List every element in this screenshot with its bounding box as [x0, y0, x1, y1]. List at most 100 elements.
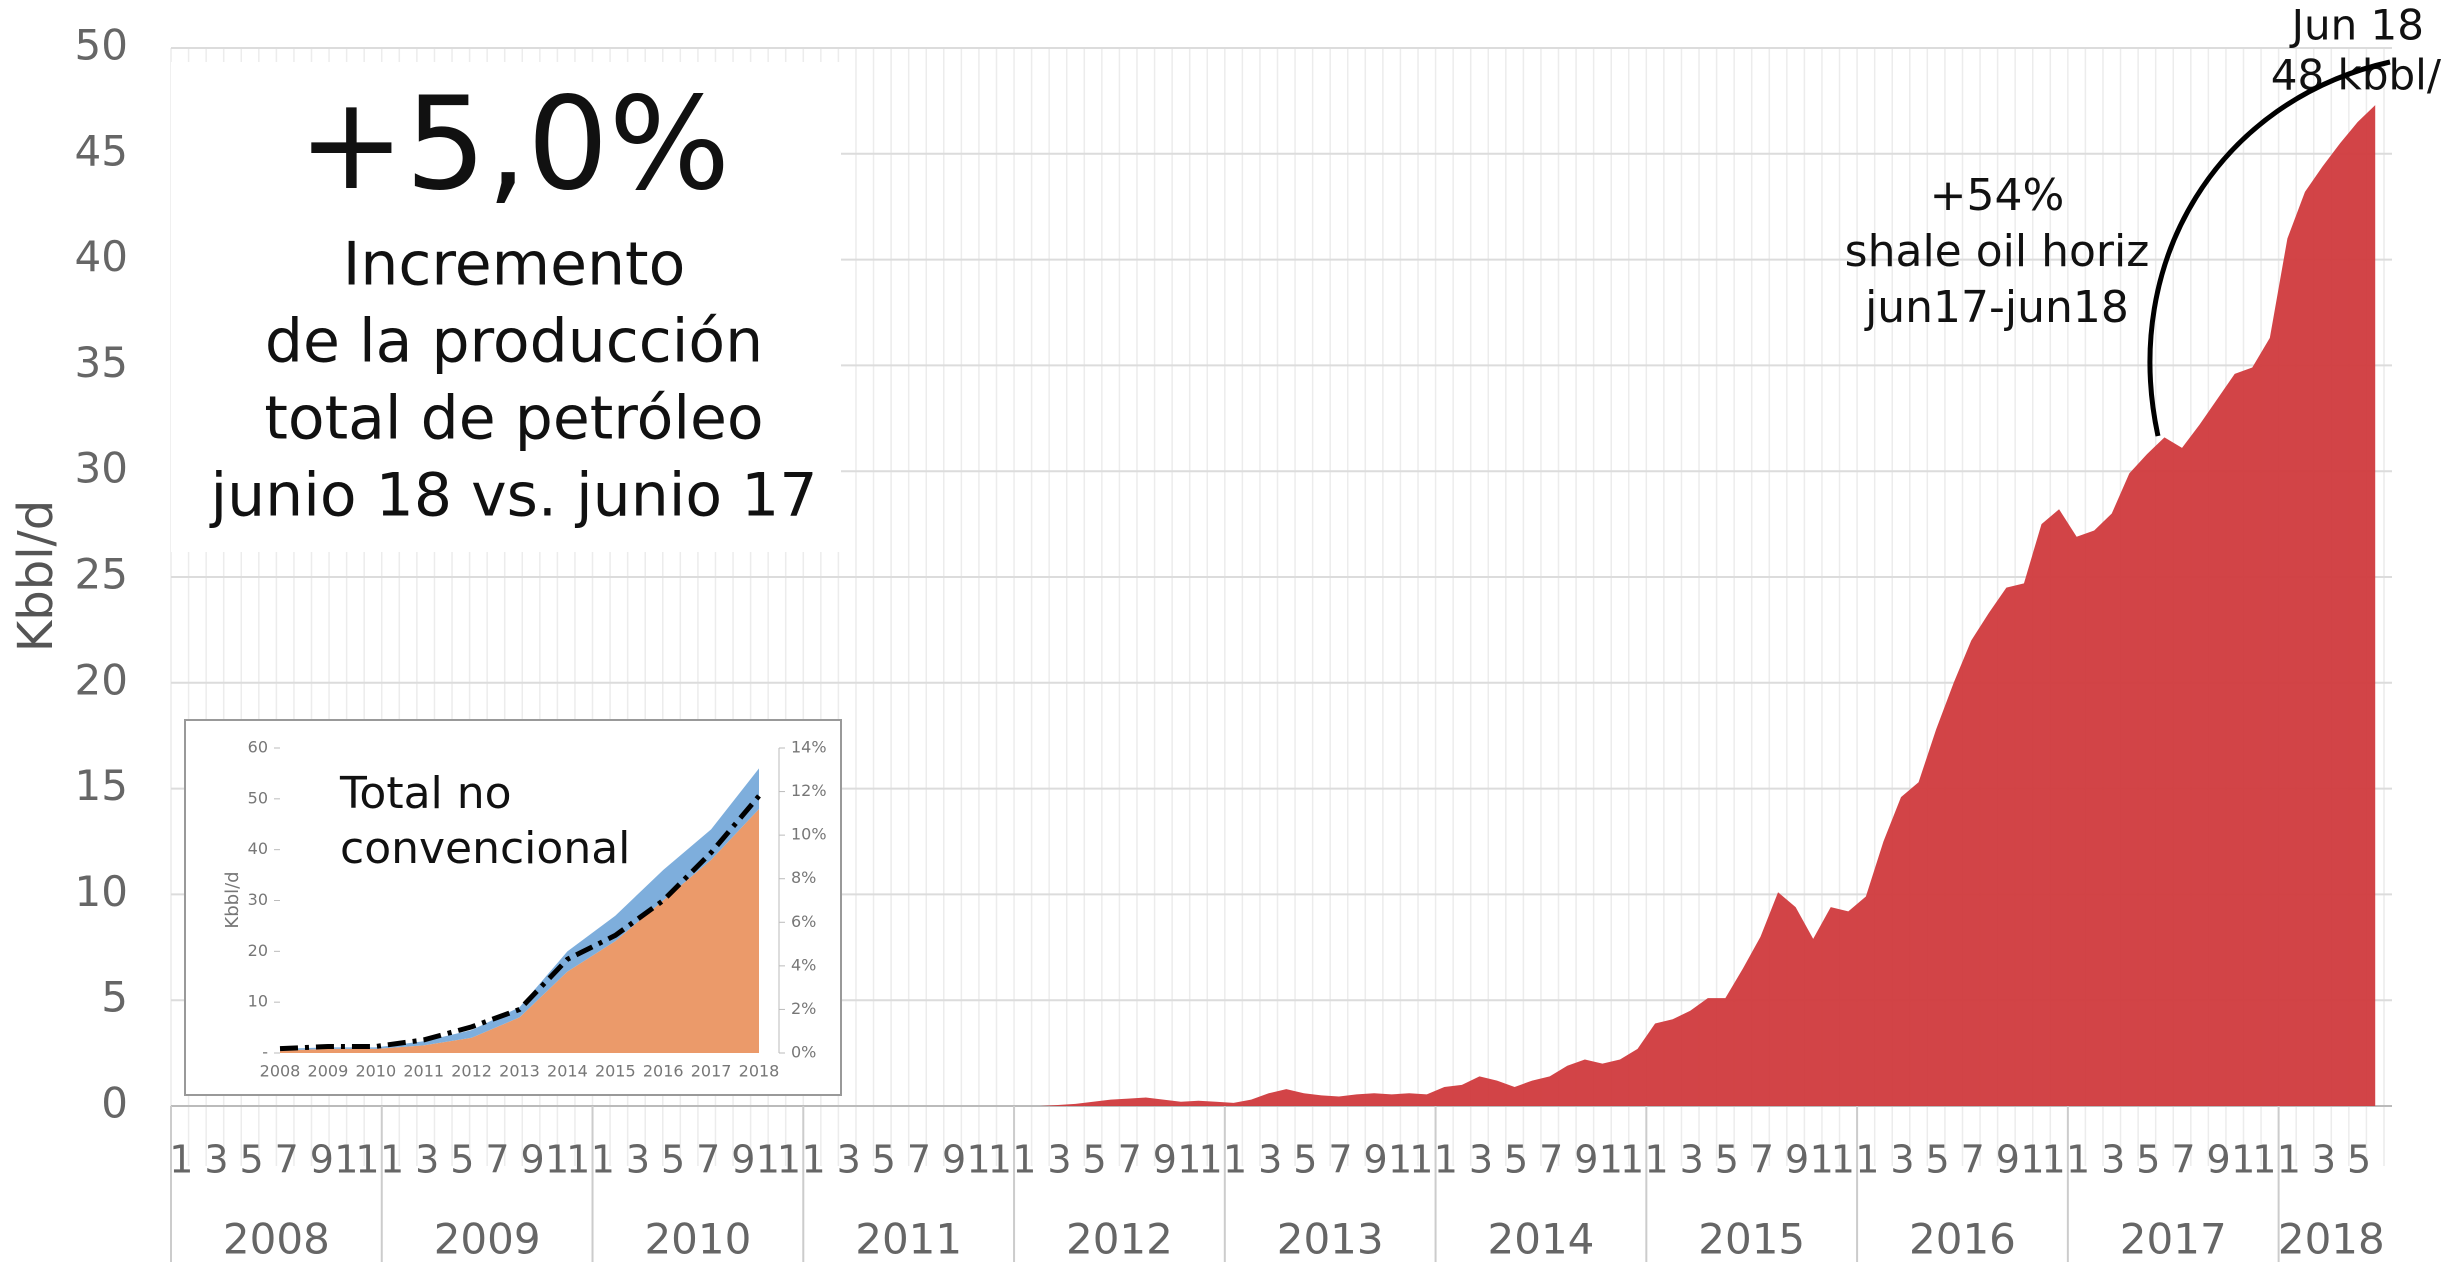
- inset-x-tick-label: 2012: [451, 1062, 492, 1081]
- y-tick-label: 35: [75, 338, 128, 387]
- x-tick-label: 7: [485, 1138, 506, 1182]
- x-tick-label: 7: [1961, 1138, 1982, 1182]
- headline-note: total de petróleo: [264, 384, 763, 454]
- x-tick-label: 5: [661, 1138, 682, 1182]
- x-tick-label: 1: [1434, 1138, 1455, 1182]
- x-tick-label: 9: [731, 1138, 753, 1182]
- inset-x-tick-label: 2017: [691, 1062, 732, 1081]
- area: [179, 105, 2376, 1106]
- inset-y-tick-label: 20: [248, 941, 268, 960]
- x-tick-label: 5: [1504, 1138, 1525, 1182]
- inset-y-tick-label: 40: [248, 839, 268, 858]
- inset-y-tick-label: 10: [248, 992, 268, 1011]
- x-tick-label: 9: [1153, 1138, 1175, 1182]
- x-tick-label: 1: [1223, 1138, 1244, 1182]
- y-tick-label: 0: [101, 1079, 128, 1128]
- x-tick-label: 9: [1574, 1138, 1596, 1182]
- x-tick-label: 1: [591, 1138, 612, 1182]
- x-tick-label: 3: [1890, 1138, 1912, 1182]
- x-tick-label: 5: [2136, 1138, 2157, 1182]
- y-axis-label: Kbbl/d: [8, 500, 64, 652]
- year-label: 2016: [1909, 1215, 2016, 1262]
- x-tick-label: 7: [907, 1138, 928, 1182]
- x-tick-label: 5: [239, 1138, 260, 1182]
- x-tick-label: 3: [626, 1138, 648, 1182]
- x-tick-label: 9: [1364, 1138, 1386, 1182]
- x-tick-label: 7: [1328, 1138, 1349, 1182]
- x-tick-label: 9: [1996, 1138, 2018, 1182]
- annotation: shale oil horiz: [1845, 226, 2150, 277]
- annotation: +54%: [1930, 170, 2065, 221]
- inset-chart: - 10 20 30 40 50 60 0% 2% 4% 6% 8% 10% 12% 14% 2008 2009…: [222, 738, 827, 1081]
- y-tick-label: 30: [75, 444, 128, 493]
- marks: [179, 105, 2376, 1106]
- inset-x-tick-label: 2015: [595, 1062, 636, 1081]
- annotation: jun17-jun18: [1864, 282, 2129, 333]
- year-label: 2013: [1277, 1215, 1384, 1262]
- inset-title: convencional: [340, 823, 630, 874]
- headline-box: [171, 62, 841, 552]
- x-tick-label: 11: [2231, 1138, 2273, 1182]
- inset-y2-tick-label: 2%: [791, 999, 816, 1018]
- x-tick-label: 9: [942, 1138, 964, 1182]
- x-tick-label: 1: [801, 1138, 822, 1182]
- y-tick-label: 5: [101, 973, 128, 1022]
- annotation: 48 kbbl/: [2271, 51, 2442, 100]
- y-tick-label: 20: [75, 655, 128, 704]
- y-tick-label: 50: [75, 21, 128, 70]
- y-tick-label: 25: [75, 550, 128, 599]
- y-tick-label: 45: [75, 126, 128, 175]
- headline: +5,0%: [298, 70, 730, 219]
- annotation-arc: [2147, 59, 2391, 437]
- x-tick-label: 3: [1047, 1138, 1069, 1182]
- x-tick-label: 11: [967, 1138, 1009, 1182]
- x-tick-label: 3: [2101, 1138, 2123, 1182]
- x-tick-label: 5: [1926, 1138, 1947, 1182]
- x-tick-label: 3: [1258, 1138, 1280, 1182]
- x-tick-label: 3: [204, 1138, 226, 1182]
- x-tick-label: 11: [334, 1138, 376, 1182]
- x-tick-label: 7: [2171, 1138, 2192, 1182]
- y-tick-label: 10: [75, 867, 128, 916]
- inset-x-tick-label: 2018: [739, 1062, 780, 1081]
- x-tick-label: 1: [1645, 1138, 1666, 1182]
- x-tick-label: 1: [2277, 1138, 2298, 1182]
- x-tick-label: 3: [837, 1138, 859, 1182]
- inset-x-tick-label: 2008: [260, 1062, 301, 1081]
- y-tick-label: 40: [75, 232, 128, 281]
- inset-y-tick-label: 50: [248, 788, 268, 807]
- x-tick-label: 11: [545, 1138, 587, 1182]
- x-tick-label: 5: [450, 1138, 471, 1182]
- x-tick-label: 9: [520, 1138, 542, 1182]
- inset-x-tick-label: 2009: [308, 1062, 349, 1081]
- inset-x-tick-label: 2011: [403, 1062, 444, 1081]
- headline-note: Incremento: [343, 230, 686, 300]
- x-tick-label: 5: [2347, 1138, 2368, 1182]
- annotation: Jun 18: [2289, 1, 2424, 50]
- x-tick-label: 5: [872, 1138, 893, 1182]
- inset-x-tick-label: 2016: [643, 1062, 684, 1081]
- x-tick-label: 11: [1599, 1138, 1641, 1182]
- inset-x-tick-label: 2010: [355, 1062, 396, 1081]
- inset-y2-tick-label: 0%: [791, 1043, 816, 1062]
- year-label: 2015: [1698, 1215, 1805, 1262]
- x-tick-label: 1: [2066, 1138, 2087, 1182]
- inset-title: Total no: [339, 768, 512, 819]
- x-tick-label: 7: [1539, 1138, 1560, 1182]
- inset-y2-tick-label: 14%: [791, 738, 827, 757]
- year-label: 2014: [1488, 1215, 1595, 1262]
- x-tick-label: 1: [1012, 1138, 1033, 1182]
- year-label: 2017: [2120, 1215, 2227, 1262]
- inset-y-tick-label: -: [262, 1043, 268, 1062]
- x-tick-label: 1: [169, 1138, 190, 1182]
- year-label: 2008: [223, 1215, 330, 1262]
- x-tick-label: 3: [2312, 1138, 2334, 1182]
- x-tick-label: 9: [2207, 1138, 2229, 1182]
- inset-y2-tick-label: 6%: [791, 912, 816, 931]
- x-tick-label: 11: [756, 1138, 798, 1182]
- x-tick-label: 1: [380, 1138, 401, 1182]
- y-tick-label: 15: [75, 761, 128, 810]
- inset-line: [279, 794, 761, 1052]
- inset-y-tick-label: 30: [248, 890, 268, 909]
